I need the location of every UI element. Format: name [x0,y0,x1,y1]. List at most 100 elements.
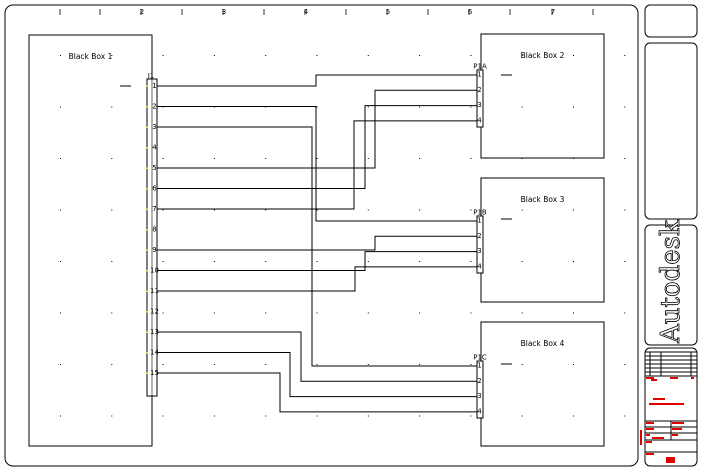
grid-dot [521,312,523,314]
grid-dot [162,55,164,56]
grid-dot [470,415,472,417]
terminal-mark [146,229,148,231]
grid-dot [213,364,215,365]
grid-dot [624,209,626,211]
terminal-number: 8 [152,225,156,233]
terminal-mark [146,290,148,292]
grid-dot [573,209,574,211]
terminal-number: 14 [150,348,159,356]
terminal-mark [146,331,148,333]
terminal-number: 10 [150,266,159,274]
connector-body [476,215,484,274]
grid-dot [573,364,574,365]
grid-dot [573,261,574,262]
grid-dot [316,415,318,417]
grid-dot [367,364,369,365]
grid-dot [60,55,61,56]
wire-t14 [157,352,477,398]
grid-dot [111,415,113,417]
black-box-label: Black Box 4 [521,339,565,348]
grid-dot [265,55,267,56]
wire-t11 [157,266,477,292]
grid-dot [573,55,574,56]
black-box-label: Black Box 3 [521,195,565,204]
black-box-label: Black Box 1 [69,52,113,61]
grid-dot [213,312,215,314]
terminal-mark [146,106,148,108]
grid-dot [213,261,215,262]
grid-dot [624,312,626,314]
ruler-label: 4 [304,8,309,16]
terminal-number: 7 [152,205,156,213]
grid-dot [521,209,523,211]
black-box-1: Black Box 1 [28,34,153,447]
grid-dot [316,209,318,211]
grid-dot [316,106,318,108]
grid-dot [521,364,523,365]
grid-dot [521,55,523,56]
grid-dot [624,261,626,262]
connector-pin-number: 1 [477,217,481,225]
grid-dot [213,158,215,159]
black-box-label: Black Box 2 [521,51,565,60]
black-box-3: Black Box 3 [480,177,605,303]
grid-dot [111,209,113,211]
grid-dot [316,261,318,262]
grid-dot [213,415,215,417]
grid-dot [521,261,523,262]
connector-body [476,69,484,128]
black-box-4: Black Box 4 [480,321,605,447]
terminal-number: 2 [152,102,156,110]
terminal-mark [146,372,148,374]
connector-pin-number: 3 [477,247,481,255]
grid-dot [624,55,626,56]
ruler-label: 3 [222,8,226,16]
grid-dot [316,312,318,314]
grid-dot [111,106,113,108]
terminal-number: 1 [152,82,156,90]
grid-dot [367,55,369,56]
grid-dot [470,261,472,262]
ruler-label: 5 [386,8,390,16]
grid-dot [265,209,267,211]
grid-dot [470,209,472,211]
terminal-number: 15 [150,369,159,377]
wire-t13 [157,331,477,382]
grid-dot [213,55,215,56]
terminal-number: 3 [152,123,156,131]
grid-dot [316,158,318,159]
wire-t7 [157,120,477,210]
grid-dot [60,415,61,417]
grid-dot [470,158,472,159]
grid-dot [419,55,421,56]
grid-dot [111,55,113,56]
connector-label: P1C [473,354,487,362]
grid-dot [60,364,61,365]
grid-dot [111,364,113,365]
connector-pin-number: 1 [477,71,481,79]
grid-dot [111,158,113,159]
terminal-mark [146,249,148,251]
wire-t9 [157,235,477,251]
grid-dot [419,364,421,365]
grid-dot [111,261,113,262]
grid-dot [419,106,421,108]
logo-panel [644,224,698,346]
wire-t3 [157,126,477,367]
grid-dot [521,106,523,108]
connector-pin-number: 4 [477,262,482,270]
black-box-outline [28,34,153,447]
grid-dot [419,209,421,211]
terminal-number: 6 [152,184,157,192]
grid-dot [573,312,574,314]
black-box-2: Black Box 2 [480,33,605,159]
terminal-mark [146,126,148,128]
grid-dot [573,415,574,417]
title-panel-top [644,4,698,38]
grid-dot [367,158,369,159]
grid-dot [316,55,318,56]
grid-dot [624,364,626,365]
